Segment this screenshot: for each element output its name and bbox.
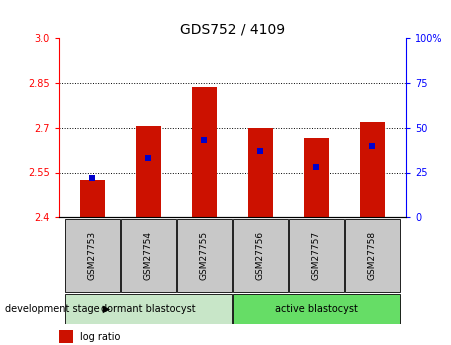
- Text: GSM27755: GSM27755: [200, 231, 209, 280]
- Text: GSM27756: GSM27756: [256, 231, 265, 280]
- Bar: [80, 180, 105, 217]
- Text: dormant blastocyst: dormant blastocyst: [101, 304, 196, 314]
- Text: active blastocyst: active blastocyst: [275, 304, 358, 314]
- Text: GSM27757: GSM27757: [312, 231, 321, 280]
- Text: GSM27758: GSM27758: [368, 231, 377, 280]
- FancyBboxPatch shape: [233, 219, 288, 292]
- FancyBboxPatch shape: [121, 219, 176, 292]
- Bar: [59, 330, 73, 343]
- Bar: [360, 122, 385, 217]
- Text: log ratio: log ratio: [80, 333, 120, 342]
- FancyBboxPatch shape: [289, 219, 344, 292]
- Text: GSM27753: GSM27753: [88, 231, 97, 280]
- FancyBboxPatch shape: [345, 219, 400, 292]
- Title: GDS752 / 4109: GDS752 / 4109: [179, 23, 285, 37]
- FancyBboxPatch shape: [233, 294, 400, 324]
- Bar: [304, 138, 329, 217]
- FancyBboxPatch shape: [177, 219, 232, 292]
- Bar: [192, 87, 217, 217]
- Bar: [248, 128, 273, 217]
- Text: development stage ▶: development stage ▶: [5, 304, 110, 314]
- FancyBboxPatch shape: [65, 219, 120, 292]
- FancyBboxPatch shape: [65, 294, 232, 324]
- Text: GSM27754: GSM27754: [144, 231, 153, 280]
- Bar: [136, 126, 161, 217]
